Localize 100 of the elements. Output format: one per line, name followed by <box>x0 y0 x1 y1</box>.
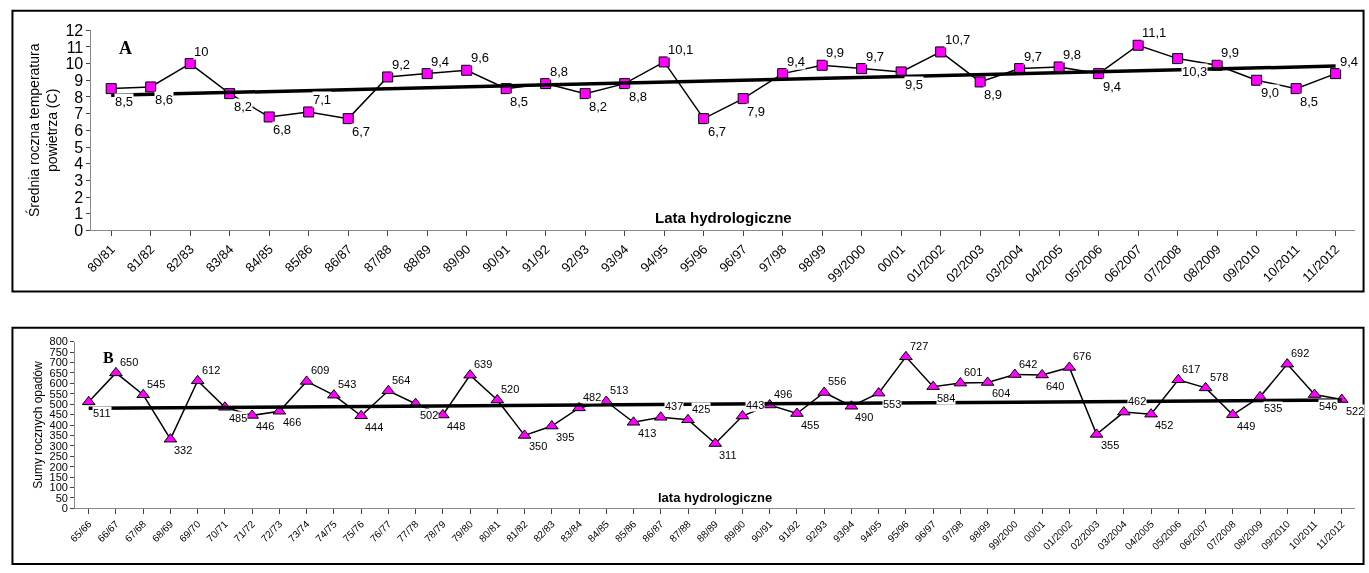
data-label: 642 <box>1019 358 1038 370</box>
data-label: 448 <box>447 420 466 432</box>
data-label: 8,6 <box>155 92 174 107</box>
data-label: 640 <box>1046 380 1065 392</box>
data-label: 8,2 <box>589 99 608 114</box>
chart-title: B <box>103 349 114 366</box>
data-label: 10 <box>194 44 209 59</box>
data-label: 617 <box>1182 363 1201 375</box>
data-label: 7,9 <box>747 104 766 119</box>
x-axis-title: Lata hydrologiczne <box>655 209 792 226</box>
y-axis-title: Średnia roczna temperatura powietrza (C) <box>24 43 61 218</box>
x-axis-title: lata hydrologiczne <box>658 490 773 505</box>
y-tick-label: 200 <box>49 460 68 473</box>
data-label: 482 <box>583 391 602 403</box>
data-label: 543 <box>338 378 357 390</box>
data-label: 546 <box>1319 400 1338 412</box>
data-label: 425 <box>692 403 711 415</box>
data-label: 502 <box>420 409 439 421</box>
data-label: 556 <box>828 375 847 387</box>
data-label: 350 <box>529 440 548 452</box>
data-label: 9,4 <box>431 54 450 69</box>
data-label: 8,2 <box>234 99 253 114</box>
data-label: 9,2 <box>392 57 411 72</box>
y-tick-label: 1 <box>74 205 84 223</box>
data-label: 10,1 <box>668 42 694 57</box>
data-label: 9,4 <box>1103 79 1122 94</box>
y-tick-label: 100 <box>49 481 68 494</box>
y-tick-label: 450 <box>49 408 68 421</box>
data-label: 8,5 <box>115 94 134 109</box>
data-label: 676 <box>1073 350 1092 362</box>
data-label: 513 <box>610 384 629 396</box>
data-label: 564 <box>392 374 411 386</box>
data-label: 639 <box>474 358 493 370</box>
data-label: 601 <box>964 366 983 378</box>
data-label: 496 <box>774 388 793 400</box>
y-tick-label: 350 <box>49 429 68 442</box>
data-label: 6,8 <box>273 122 292 137</box>
data-label: 8,5 <box>510 94 529 109</box>
data-label: 437 <box>665 400 684 412</box>
data-label: 584 <box>937 392 956 404</box>
data-label: 311 <box>719 449 737 461</box>
data-label: 511 <box>93 407 111 419</box>
y-tick-label: 300 <box>49 439 68 452</box>
y-tick-label: 6 <box>74 121 84 139</box>
data-label: 612 <box>202 364 221 376</box>
data-label: 395 <box>556 431 575 443</box>
y-tick-label: 11 <box>66 38 84 56</box>
data-label: 7,1 <box>313 92 332 107</box>
data-label: 9,0 <box>1261 85 1280 100</box>
y-tick-label: 10 <box>65 55 84 73</box>
data-label: 8,9 <box>984 87 1003 102</box>
data-label: 9,6 <box>471 50 490 65</box>
data-label: 9,9 <box>1221 45 1240 60</box>
y-tick-label: 3 <box>74 171 84 189</box>
data-label: 9,4 <box>1340 54 1359 69</box>
y-tick-label: 150 <box>49 470 68 483</box>
y-tick-label: 750 <box>49 345 68 358</box>
data-label: 462 <box>1128 395 1147 407</box>
data-label: 355 <box>1101 439 1120 451</box>
data-label: 490 <box>855 411 874 423</box>
y-tick-label: 5 <box>74 138 84 156</box>
data-label: 443 <box>746 399 765 411</box>
y-tick-label: 800 <box>49 335 68 348</box>
y-tick-label: 4 <box>74 155 84 173</box>
data-label: 466 <box>283 416 302 428</box>
data-label: 9,4 <box>787 54 806 69</box>
data-label: 413 <box>638 427 657 439</box>
data-label: 452 <box>1155 419 1174 431</box>
data-label: 9,8 <box>1063 47 1082 62</box>
data-label: 332 <box>174 444 193 456</box>
y-axis-title: Sumy rocznych opadów <box>30 360 45 489</box>
data-label: 6,7 <box>352 124 371 139</box>
data-label: 9,7 <box>1024 49 1043 64</box>
y-tick-label: 9 <box>74 71 84 89</box>
y-tick-label: 600 <box>49 377 68 390</box>
data-label: 444 <box>365 421 384 433</box>
data-label: 446 <box>256 420 275 432</box>
y-tick-label: 0 <box>74 222 84 239</box>
data-label: 485 <box>229 412 248 424</box>
y-tick-label: 250 <box>49 450 68 463</box>
data-label: 545 <box>147 378 166 390</box>
data-label: 9,7 <box>866 49 885 64</box>
y-tick-label: 700 <box>49 356 68 369</box>
y-tick-label: 400 <box>49 418 68 431</box>
data-label: 522 <box>1346 405 1365 417</box>
chart-title: A <box>119 38 132 58</box>
y-tick-label: 50 <box>55 491 68 504</box>
y-tick-label: 8 <box>74 88 84 106</box>
data-label: 8,8 <box>629 89 648 104</box>
data-label: 10,3 <box>1182 64 1208 79</box>
data-label: 455 <box>801 419 820 431</box>
data-label: 650 <box>120 356 139 368</box>
y-tick-label: 650 <box>49 366 68 379</box>
data-label: 692 <box>1291 347 1310 359</box>
data-label: 520 <box>501 383 520 395</box>
data-label: 449 <box>1237 420 1256 432</box>
data-label: 11,1 <box>1142 25 1167 40</box>
data-label: 8,8 <box>550 64 569 79</box>
data-label: 6,7 <box>708 124 727 139</box>
data-label: 609 <box>311 364 330 376</box>
